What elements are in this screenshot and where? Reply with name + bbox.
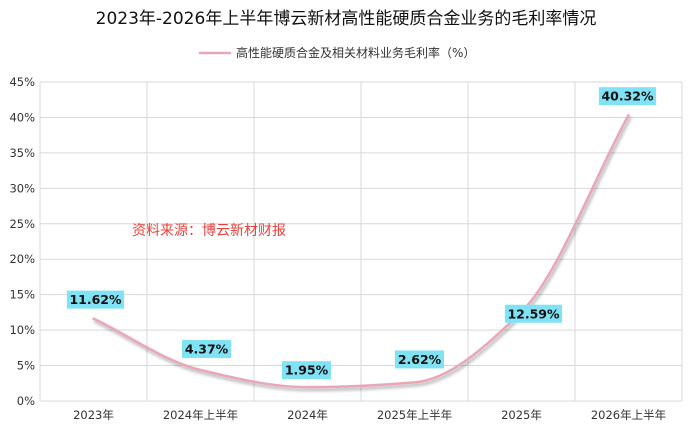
x-axis-ticks: 2023年 2024年上半年 2024年 2025年上半年 2025年 2026年上半年: [73, 408, 666, 422]
y-tick-label: 15%: [9, 288, 35, 302]
y-axis-ticks: 0% 5% 10% 15% 20% 25% 30% 35% 40% 45%: [9, 75, 35, 408]
x-tick-label: 2026年上半年: [591, 408, 666, 422]
legend-label: 高性能硬质合金及相关材料业务毛利率（%）: [236, 45, 475, 60]
y-tick-label: 10%: [9, 323, 35, 337]
x-tick-label: 2025年: [501, 408, 542, 422]
x-tick-label: 2023年: [73, 408, 114, 422]
chart-title: 2023年-2026年上半年博云新材高性能硬质合金业务的毛利率情况: [96, 9, 597, 29]
grid: [40, 82, 682, 401]
data-label: 4.37%: [185, 342, 229, 357]
data-label: 40.32%: [601, 89, 654, 104]
x-tick-label: 2024年上半年: [163, 408, 238, 422]
x-tick-label: 2024年: [287, 408, 328, 422]
data-label: 12.59%: [507, 306, 560, 321]
y-tick-label: 0%: [17, 394, 35, 408]
data-label: 2.62%: [398, 352, 442, 367]
data-label: 11.62%: [69, 292, 122, 307]
y-tick-label: 35%: [9, 146, 35, 160]
x-tick-label: 2025年上半年: [377, 408, 452, 422]
y-tick-label: 25%: [9, 217, 35, 231]
y-tick-label: 40%: [9, 110, 35, 124]
legend: 高性能硬质合金及相关材料业务毛利率（%）: [200, 45, 475, 60]
y-tick-label: 5%: [17, 359, 35, 373]
data-label: 1.95%: [285, 363, 329, 378]
y-tick-label: 30%: [9, 181, 35, 195]
y-tick-label: 45%: [9, 75, 35, 89]
source-annotation: 资料来源：博云新材财报: [132, 222, 286, 239]
y-tick-label: 20%: [9, 252, 35, 266]
